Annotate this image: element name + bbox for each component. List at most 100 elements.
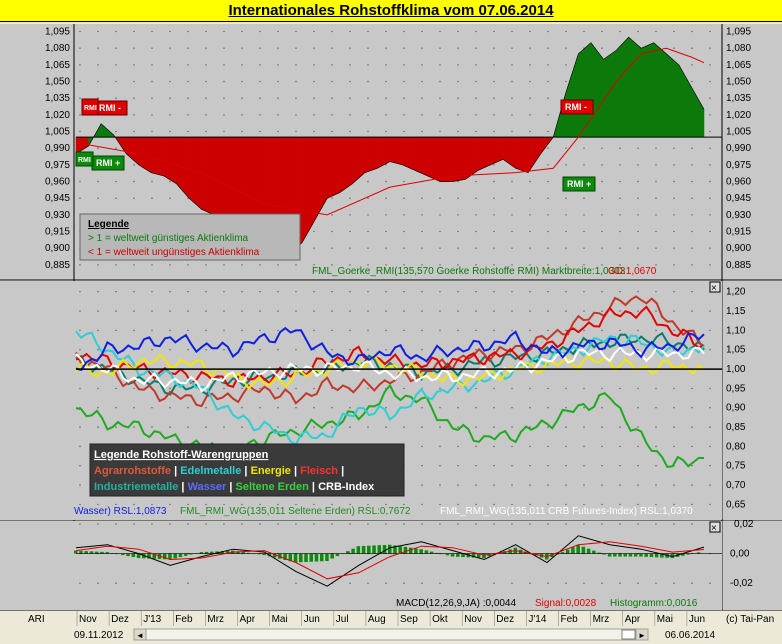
grid-dot bbox=[709, 180, 711, 183]
grid-dot bbox=[277, 80, 279, 83]
grid-dot bbox=[583, 445, 585, 448]
grid-dot bbox=[205, 47, 207, 49]
histogram-bar bbox=[351, 548, 355, 554]
scrollbar-thumb[interactable] bbox=[621, 629, 636, 640]
grid-dot bbox=[313, 426, 315, 428]
grid-dot bbox=[529, 426, 531, 428]
grid-dot bbox=[493, 465, 495, 467]
grid-dot bbox=[529, 582, 531, 584]
grid-dot bbox=[241, 523, 243, 525]
grid-dot bbox=[421, 47, 423, 49]
grid-dot bbox=[439, 64, 441, 66]
histogram-bar bbox=[319, 553, 324, 562]
rmi-minus-label-right: RMI - bbox=[565, 102, 587, 112]
grid-dot bbox=[421, 407, 423, 409]
grid-dot bbox=[475, 264, 477, 266]
panel3-info-signal: Signal:0,0028 bbox=[535, 598, 597, 609]
grid-dot bbox=[601, 291, 603, 293]
histogram-bar bbox=[597, 552, 601, 554]
grid-dot bbox=[709, 407, 711, 409]
grid-dot bbox=[97, 80, 99, 83]
grid-dot bbox=[529, 114, 531, 116]
grid-dot bbox=[241, 310, 243, 312]
y-tick-label-right: 1,095 bbox=[726, 27, 751, 38]
grid-dot bbox=[313, 523, 315, 525]
grid-dot bbox=[493, 407, 495, 409]
grid-dot bbox=[547, 465, 549, 467]
grid-dot bbox=[511, 214, 513, 216]
grid-dot bbox=[313, 291, 315, 293]
grid-dot bbox=[259, 523, 261, 525]
month-label: Mai bbox=[657, 614, 673, 625]
grid-dot bbox=[673, 47, 675, 49]
grid-dot bbox=[205, 407, 207, 409]
grid-dot bbox=[313, 264, 315, 266]
grid-dot bbox=[295, 503, 297, 506]
legend-agrar: Agrarrohstoffe bbox=[94, 465, 171, 477]
grid-dot bbox=[403, 130, 405, 133]
grid-dot bbox=[673, 197, 675, 199]
rmi-small-badge: RMI bbox=[81, 98, 99, 116]
month-label: Mrz bbox=[593, 614, 610, 625]
histogram-bar bbox=[94, 551, 99, 554]
panel3-close-button[interactable] bbox=[709, 521, 721, 533]
grid-dot bbox=[457, 465, 459, 467]
grid-dot bbox=[691, 64, 693, 66]
grid-dot bbox=[637, 214, 639, 216]
grid-dot bbox=[529, 484, 531, 486]
grid-dot bbox=[187, 310, 189, 312]
grid-dot bbox=[349, 97, 351, 99]
panel2-close-button[interactable] bbox=[709, 281, 721, 293]
grid-dot bbox=[547, 230, 549, 233]
grid-dot bbox=[691, 582, 693, 584]
grid-dot bbox=[313, 30, 315, 33]
scroll-left-icon: ◄ bbox=[136, 631, 144, 640]
histogram-bar bbox=[246, 552, 251, 554]
histogram-bar bbox=[105, 552, 109, 554]
grid-dot bbox=[79, 291, 81, 293]
histogram-bar bbox=[382, 544, 387, 554]
grid-dot bbox=[385, 64, 387, 66]
scroll-right-button[interactable] bbox=[635, 628, 649, 641]
rmi-line bbox=[75, 36, 705, 255]
y-tick-label: 1,00 bbox=[726, 364, 746, 375]
panel2-legend-title: Legende Rohstoff-Warengruppen bbox=[94, 449, 269, 461]
grid-dot bbox=[691, 407, 693, 409]
histogram-bar bbox=[623, 553, 627, 557]
histogram-bar bbox=[482, 553, 486, 559]
grid-dot bbox=[493, 445, 495, 448]
histogram-bar bbox=[649, 553, 654, 558]
grid-dot bbox=[601, 465, 603, 467]
grid-dot bbox=[565, 310, 567, 312]
grid-dot bbox=[601, 426, 603, 428]
grid-dot bbox=[439, 523, 441, 525]
grid-dot bbox=[547, 523, 549, 525]
histogram-bar bbox=[220, 551, 225, 554]
grid-dot bbox=[457, 264, 459, 266]
rmi-area-segment bbox=[439, 136, 454, 182]
month-label: Okt bbox=[432, 614, 448, 625]
grid-dot bbox=[403, 264, 405, 266]
grid-dot bbox=[331, 426, 333, 428]
grid-dot bbox=[133, 47, 135, 49]
grid-dot bbox=[511, 445, 513, 448]
panel1-legend-positive: > 1 = weltweit günstiges Aktienklima bbox=[88, 233, 249, 244]
grid-dot bbox=[709, 230, 711, 233]
grid-dot bbox=[691, 523, 693, 525]
grid-dot bbox=[601, 147, 603, 149]
grid-dot bbox=[529, 445, 531, 448]
grid-dot bbox=[115, 387, 117, 390]
grid-dot bbox=[223, 349, 225, 351]
grid-dot bbox=[457, 230, 459, 233]
scroll-left-button[interactable] bbox=[133, 628, 147, 641]
grid-dot bbox=[529, 230, 531, 233]
grid-dot bbox=[601, 230, 603, 233]
horizontal-scrollbar[interactable] bbox=[133, 628, 649, 641]
rmi-area-segment bbox=[603, 49, 617, 138]
grid-dot bbox=[187, 114, 189, 116]
grid-dot bbox=[421, 264, 423, 266]
grid-dot bbox=[583, 264, 585, 266]
grid-dot bbox=[529, 97, 531, 99]
grid-dot bbox=[385, 503, 387, 506]
grid-dot bbox=[457, 329, 459, 332]
